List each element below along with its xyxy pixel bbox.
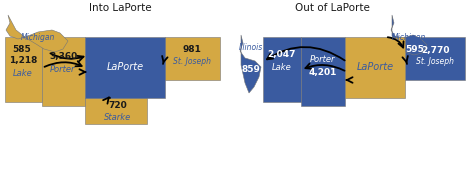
Bar <box>345 37 405 98</box>
Bar <box>85 98 147 124</box>
Polygon shape <box>240 35 261 93</box>
Text: Starke: Starke <box>105 112 132 122</box>
Polygon shape <box>6 15 68 52</box>
Bar <box>405 37 465 80</box>
Polygon shape <box>391 15 427 55</box>
Text: 3,360: 3,360 <box>49 53 77 62</box>
Text: LaPorte: LaPorte <box>356 62 393 72</box>
Text: Lake: Lake <box>13 69 33 78</box>
Text: Illinois: Illinois <box>239 42 263 51</box>
Bar <box>165 37 220 80</box>
Bar <box>5 37 42 102</box>
Text: 595: 595 <box>406 44 424 53</box>
Text: 585: 585 <box>13 44 31 53</box>
Text: Porter: Porter <box>310 55 336 64</box>
Bar <box>42 37 85 106</box>
Text: 2,047: 2,047 <box>268 51 296 60</box>
Text: St. Joseph: St. Joseph <box>416 57 454 66</box>
Text: Out of LaPorte: Out of LaPorte <box>295 3 370 13</box>
Text: Porter: Porter <box>50 66 76 75</box>
Text: Into LaPorte: Into LaPorte <box>89 3 151 13</box>
Bar <box>263 37 301 102</box>
Text: St. Joseph: St. Joseph <box>173 57 211 66</box>
Text: Michigan: Michigan <box>21 33 55 42</box>
Text: Lake: Lake <box>272 64 292 73</box>
Text: 4,201: 4,201 <box>309 68 337 76</box>
Text: 720: 720 <box>109 102 128 111</box>
Bar <box>85 37 165 98</box>
Text: 2,770: 2,770 <box>421 46 449 55</box>
Text: 1,218: 1,218 <box>9 55 37 64</box>
Bar <box>301 37 345 106</box>
Text: 981: 981 <box>182 46 202 55</box>
Text: LaPorte: LaPorte <box>106 62 144 72</box>
Text: Michigan: Michigan <box>392 33 426 42</box>
Text: 859: 859 <box>242 66 260 75</box>
